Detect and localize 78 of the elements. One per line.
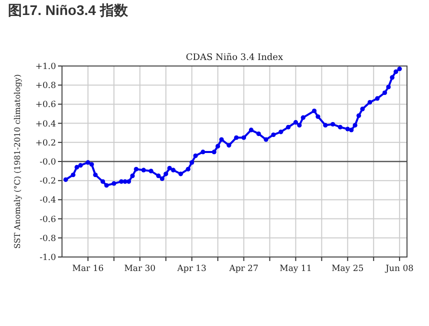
point <box>316 114 320 119</box>
point <box>86 160 90 165</box>
point <box>271 132 276 138</box>
point <box>141 168 146 172</box>
x-tick-label: May 11 <box>280 264 312 274</box>
point <box>74 164 80 170</box>
x-tick-label: May 25 <box>332 264 364 274</box>
point <box>219 137 224 142</box>
point <box>156 174 161 178</box>
point <box>297 122 302 128</box>
point <box>286 124 291 130</box>
point <box>93 172 98 178</box>
chart-subtitle: CDAS Niño 3.4 Index <box>186 53 284 63</box>
y-tick-label: +0.8 <box>35 81 56 92</box>
point <box>360 106 365 112</box>
point <box>148 168 154 174</box>
point <box>330 122 336 127</box>
point <box>349 128 354 132</box>
point <box>170 168 176 172</box>
point <box>100 179 106 184</box>
y-tick-label: -0.4 <box>40 196 56 206</box>
point <box>248 128 254 132</box>
y-tick-label: -0.0 <box>40 158 56 168</box>
point <box>104 183 109 188</box>
point <box>89 162 94 167</box>
x-tick-label: Mar 30 <box>124 264 156 274</box>
point <box>382 90 388 96</box>
point <box>134 166 138 172</box>
point <box>164 172 168 176</box>
point <box>397 66 402 72</box>
y-tick-label: -1.0 <box>40 253 56 263</box>
point <box>356 113 362 118</box>
x-tick-label: Jun 08 <box>384 264 414 274</box>
point <box>278 130 284 134</box>
point <box>338 124 343 130</box>
point <box>312 108 317 114</box>
y-tick-label: +1.0 <box>35 62 56 72</box>
point <box>186 166 190 172</box>
point <box>386 84 391 90</box>
point <box>323 122 328 128</box>
point <box>300 115 306 120</box>
y-tick-label: -0.2 <box>40 176 56 187</box>
point <box>200 150 206 154</box>
point <box>390 75 394 80</box>
point <box>368 100 372 105</box>
point <box>234 135 239 140</box>
point <box>130 174 135 178</box>
y-tick-label: +0.4 <box>35 119 56 130</box>
point <box>345 126 350 132</box>
point <box>293 120 298 125</box>
point <box>375 96 380 101</box>
y-tick-label: +0.2 <box>35 138 56 148</box>
point <box>256 132 261 136</box>
x-tick-label: Mar 16 <box>72 264 104 274</box>
point <box>160 176 164 181</box>
point <box>167 166 172 170</box>
point <box>78 163 83 168</box>
y-tick-label: +0.6 <box>35 100 56 110</box>
point <box>190 160 194 165</box>
point <box>178 172 184 176</box>
y-axis-title: SST Anomaly (°C) (1981-2010 climatology) <box>13 74 22 249</box>
point <box>226 142 232 148</box>
point <box>193 153 198 158</box>
point <box>352 122 358 128</box>
point <box>70 172 76 178</box>
y-tick-label: -0.8 <box>40 234 56 244</box>
point <box>241 135 246 140</box>
point <box>216 144 220 149</box>
point <box>63 177 68 182</box>
x-tick-label: Apr 27 <box>228 264 258 274</box>
y-tick-label: -0.6 <box>40 214 56 225</box>
chart-title: 图17. Niño3.4 指数 <box>8 2 129 18</box>
point <box>126 179 132 184</box>
x-tick-label: Apr 13 <box>176 264 206 274</box>
point <box>394 69 398 74</box>
point <box>112 181 116 186</box>
point <box>264 137 268 142</box>
point <box>212 150 216 154</box>
